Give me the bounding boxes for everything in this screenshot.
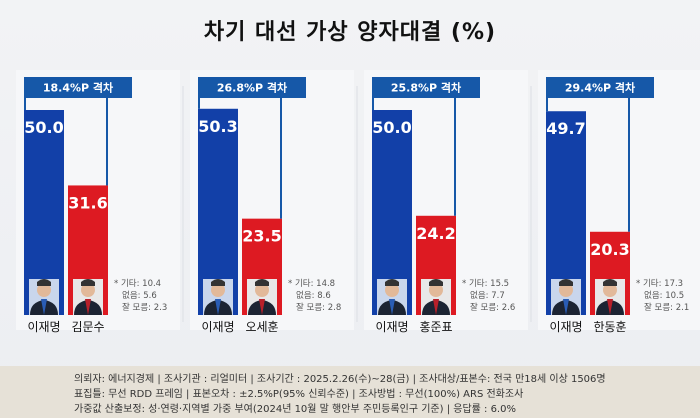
- candidate-name: 한동훈: [593, 320, 626, 334]
- other-responses-note: 없음: 5.6: [122, 291, 157, 301]
- candidate-name: 김문수: [71, 320, 104, 334]
- chart-title: 차기 대선 가상 양자대결 (%): [203, 20, 497, 45]
- gap-box: [372, 77, 480, 97]
- photo-tie: [607, 299, 613, 315]
- matchup-group: 50.3 이재명 23.5 오세훈 26.8%P 격차 * 기타: 14.8 없음: 8.6…: [198, 77, 341, 334]
- candidate-name: 이재명: [549, 320, 582, 334]
- photo-hair: [603, 279, 617, 286]
- candidate-name: 홍준표: [419, 320, 452, 334]
- photo-tie: [259, 299, 265, 315]
- bar-value-label: 31.6: [68, 193, 107, 212]
- bar-value-label: 50.3: [198, 117, 237, 136]
- gap-box: [198, 77, 306, 97]
- photo-hair: [255, 279, 269, 286]
- bar-value-label: 20.3: [590, 240, 629, 259]
- photo-face: [429, 283, 443, 297]
- matchup-group: 50.0 이재명 31.6 김문수 18.4%P 격차 * 기타: 10.4 없음: 5.6…: [24, 77, 167, 334]
- photo-hair: [385, 279, 399, 286]
- photo-hair: [211, 279, 225, 286]
- photo-tie: [85, 299, 91, 315]
- photo-face: [559, 283, 573, 297]
- photo-hair: [559, 279, 573, 286]
- gap-box: [24, 77, 132, 97]
- photo-tie: [389, 299, 395, 315]
- footer-line-2: 표집틀: 무선 RDD 프레임 | 표본오차 : ±2.5%P(95% 신뢰수준…: [74, 389, 524, 400]
- candidate-name: 오세훈: [245, 320, 278, 334]
- other-responses-note: 잘 모름: 2.3: [122, 302, 167, 313]
- photo-face: [37, 283, 51, 297]
- gap-label: 29.4%P 격차: [565, 81, 636, 95]
- photo-face: [603, 283, 617, 297]
- bar-value-label: 50.0: [24, 118, 63, 137]
- photo-face: [211, 283, 225, 297]
- footer-line-3: 가중값 산출보정: 성·연령·지역별 가중 부여(2024년 10월 말 행안부…: [74, 404, 516, 415]
- matchup-group: 50.0 이재명 24.2 홍준표 25.8%P 격차 * 기타: 15.5 없음: 7.7…: [372, 77, 515, 334]
- candidate-name: 이재명: [27, 320, 60, 334]
- candidate-name: 이재명: [201, 320, 234, 334]
- other-responses-note: * 기타: 14.8: [288, 279, 335, 289]
- gap-label: 25.8%P 격차: [391, 81, 462, 95]
- photo-tie: [433, 299, 439, 315]
- bar-chart: 50.0 이재명 31.6 김문수 18.4%P 격차 * 기타: 10.4 없음: 5.6…: [24, 77, 690, 334]
- other-responses-note: * 기타: 15.5: [462, 279, 509, 289]
- gap-box: [546, 77, 654, 97]
- other-responses-note: * 기타: 10.4: [114, 279, 161, 289]
- photo-hair: [429, 279, 443, 286]
- gap-label: 26.8%P 격차: [217, 81, 288, 95]
- photo-tie: [563, 299, 569, 315]
- photo-hair: [37, 279, 51, 286]
- bar-value-label: 49.7: [546, 119, 585, 138]
- other-responses-note: 없음: 10.5: [644, 291, 684, 301]
- candidate-name: 이재명: [375, 320, 408, 334]
- survey-footer: 의뢰자: 에너지경제 | 조사기관 : 리얼미터 | 조사기간 : 2025.2…: [0, 366, 700, 418]
- other-responses-note: 잘 모름: 2.6: [470, 302, 515, 313]
- photo-tie: [41, 299, 47, 315]
- bar-value-label: 50.0: [372, 118, 411, 137]
- bar-value-label: 23.5: [242, 227, 281, 246]
- photo-face: [385, 283, 399, 297]
- footer-line-1: 의뢰자: 에너지경제 | 조사기관 : 리얼미터 | 조사기간 : 2025.2…: [74, 374, 606, 385]
- photo-face: [255, 283, 269, 297]
- gap-label: 18.4%P 격차: [43, 81, 114, 95]
- other-responses-note: 없음: 7.7: [470, 291, 505, 301]
- photo-tie: [215, 299, 221, 315]
- other-responses-note: 없음: 8.6: [296, 291, 331, 301]
- other-responses-note: * 기타: 17.3: [636, 279, 683, 289]
- bar-value-label: 24.2: [416, 224, 455, 243]
- other-responses-note: 잘 모름: 2.1: [644, 302, 689, 313]
- photo-face: [81, 283, 95, 297]
- photo-hair: [81, 279, 95, 286]
- matchup-group: 49.7 이재명 20.3 한동훈 29.4%P 격차 * 기타: 17.3 없음: 10.…: [546, 77, 689, 334]
- other-responses-note: 잘 모름: 2.8: [296, 302, 341, 313]
